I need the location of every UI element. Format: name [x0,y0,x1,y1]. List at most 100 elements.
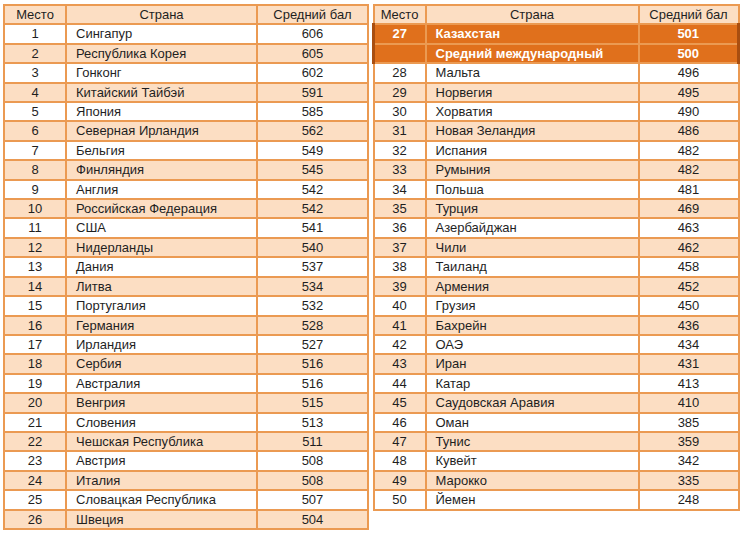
rank-cell: 39 [374,277,426,296]
table-row: 47 Тунис 359 [374,432,739,451]
score-cell: 511 [257,432,368,451]
table-row: 30 Хорватия 490 [374,102,739,121]
table-row: 22 Чешская Республика 511 [4,432,368,451]
rank-cell: 28 [374,63,426,82]
score-cell: 534 [257,277,368,296]
table-row: 6 Северная Ирландия 562 [4,121,368,140]
table-row: 40 Грузия 450 [374,296,739,315]
rank-cell: 46 [374,413,426,432]
score-cell: 458 [639,257,739,276]
country-cell: Турция [426,199,639,218]
country-cell: Саудовская Аравия [426,393,639,412]
table-row: 13 Дания 537 [4,257,368,276]
country-cell: Нидерланды [66,238,257,257]
country-cell: Чили [426,238,639,257]
table-row: 5 Япония 585 [4,102,368,121]
country-cell: Венгрия [66,393,257,412]
country-cell: Мальта [426,63,639,82]
table-row: 20 Венгрия 515 [4,393,368,412]
rank-cell: 30 [374,102,426,121]
table-row: 27 Казахстан 501 [374,24,739,43]
table-row: 49 Марокко 335 [374,471,739,490]
rank-cell: 36 [374,218,426,237]
country-cell: Португалия [66,296,257,315]
rank-cell: 9 [4,180,66,199]
score-cell: 537 [257,257,368,276]
score-cell: 528 [257,316,368,335]
score-cell: 605 [257,44,368,63]
score-cell: 452 [639,277,739,296]
rank-cell: 20 [4,393,66,412]
score-cell: 482 [639,141,739,160]
country-cell: Чешская Республика [66,432,257,451]
country-cell: Словацкая Республика [66,490,257,509]
score-cell: 516 [257,374,368,393]
rank-cell: 14 [4,277,66,296]
score-cell: 545 [257,160,368,179]
score-cell: 410 [639,393,739,412]
country-cell: Кувейт [426,451,639,470]
score-cell: 450 [639,296,739,315]
rank-cell: 42 [374,335,426,354]
score-cell: 495 [639,83,739,102]
score-cell: 501 [639,24,739,43]
country-cell: Польша [426,180,639,199]
score-cell: 342 [639,451,739,470]
rank-cell: 23 [4,451,66,470]
rank-cell: 6 [4,121,66,140]
table-row: 31 Новая Зеландия 486 [374,121,739,140]
country-cell: Российская Федерация [66,199,257,218]
page-root: { "colors": { "border": "#EB9A52", "row_… [0,0,740,542]
country-cell: Австрия [66,451,257,470]
country-cell: Швеция [66,510,257,529]
rank-cell: 34 [374,180,426,199]
score-cell: 385 [639,413,739,432]
score-cell: 482 [639,160,739,179]
rank-cell: 43 [374,354,426,373]
table-row: 28 Мальта 496 [374,63,739,82]
country-cell: Оман [426,413,639,432]
table-row: 38 Таиланд 458 [374,257,739,276]
country-cell: Словения [66,413,257,432]
rank-cell: 11 [4,218,66,237]
score-cell: 516 [257,354,368,373]
rank-cell: 32 [374,141,426,160]
country-cell: Ирландия [66,335,257,354]
rank-cell: 27 [374,24,426,43]
rank-cell: 22 [4,432,66,451]
rank-cell: 3 [4,63,66,82]
country-cell: Дания [66,257,257,276]
rank-cell: 41 [374,316,426,335]
score-cell: 508 [257,471,368,490]
table-row: 21 Словения 513 [4,413,368,432]
table-row: 50 Йемен 248 [374,490,739,509]
rank-cell: 15 [4,296,66,315]
rank-cell: 26 [4,510,66,529]
score-cell: 585 [257,102,368,121]
rank-cell: 38 [374,257,426,276]
table-row: 24 Италия 508 [4,471,368,490]
rank-cell: 29 [374,83,426,102]
score-cell: 540 [257,238,368,257]
table-row: 45 Саудовская Аравия 410 [374,393,739,412]
score-cell: 359 [639,432,739,451]
table-row: 46 Оман 385 [374,413,739,432]
score-cell: 431 [639,354,739,373]
score-cell: 463 [639,218,739,237]
table-row: 42 ОАЭ 434 [374,335,739,354]
country-cell: Азербайджан [426,218,639,237]
header-score-cell: Средний бал [257,5,368,24]
table-row: 41 Бахрейн 436 [374,316,739,335]
right-table-body: 27 Казахстан 501 Средний международный 5… [374,24,739,509]
score-cell: 469 [639,199,739,218]
country-cell: Сербия [66,354,257,373]
country-cell: Таиланд [426,257,639,276]
rank-cell: 18 [4,354,66,373]
rank-cell: 47 [374,432,426,451]
score-cell: 508 [257,451,368,470]
table-row: 48 Кувейт 342 [374,451,739,470]
table-row: 1 Сингапур 606 [4,24,368,43]
country-cell: Бахрейн [426,316,639,335]
score-cell: 500 [639,44,739,63]
table-row: 14 Литва 534 [4,277,368,296]
